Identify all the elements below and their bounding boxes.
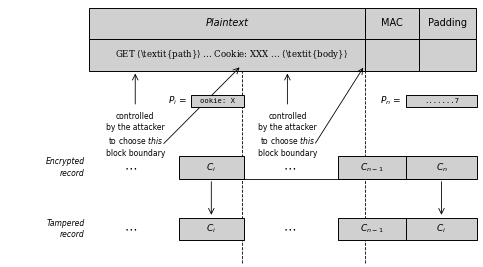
Text: $\cdots$: $\cdots$ bbox=[124, 222, 137, 235]
Bar bbox=[179, 156, 244, 179]
Text: controlled
by the attacker
to choose $\it{this}$
block boundary: controlled by the attacker to choose $\i… bbox=[258, 112, 317, 158]
Bar bbox=[419, 8, 476, 39]
Text: Encrypted
record: Encrypted record bbox=[45, 158, 85, 178]
Bar bbox=[406, 218, 477, 240]
Bar bbox=[406, 95, 477, 107]
Text: .......7: .......7 bbox=[424, 98, 459, 104]
Text: $C_{n-1}$: $C_{n-1}$ bbox=[360, 223, 384, 235]
Bar bbox=[179, 218, 244, 240]
Text: Tampered
record: Tampered record bbox=[46, 219, 85, 239]
Text: Padding: Padding bbox=[428, 18, 467, 28]
Bar bbox=[338, 156, 406, 179]
Bar bbox=[89, 8, 365, 39]
Bar bbox=[406, 156, 477, 179]
Text: $C_n$: $C_n$ bbox=[436, 161, 447, 174]
Text: $C_i$: $C_i$ bbox=[206, 223, 216, 235]
Text: Plaintext: Plaintext bbox=[205, 18, 249, 28]
Bar bbox=[191, 95, 244, 107]
Text: $\cdots$: $\cdots$ bbox=[283, 222, 297, 235]
Text: controlled
by the attacker
to choose $\it{this}$
block boundary: controlled by the attacker to choose $\i… bbox=[106, 112, 165, 158]
Text: $\cdots$: $\cdots$ bbox=[124, 161, 137, 174]
Text: GET $\langle$\textit{path}$\rangle$ ... Cookie: XXX ... $\langle$\textit{body}$\: GET $\langle$\textit{path}$\rangle$ ... … bbox=[115, 48, 348, 61]
Text: $P_n\,=$: $P_n\,=$ bbox=[381, 95, 402, 107]
Text: MAC: MAC bbox=[381, 18, 403, 28]
Bar bbox=[365, 39, 419, 71]
Text: $P_i\,=$: $P_i\,=$ bbox=[168, 95, 187, 107]
Bar bbox=[89, 39, 365, 71]
Text: $C_i$: $C_i$ bbox=[206, 161, 216, 174]
Text: $\cdots$: $\cdots$ bbox=[283, 161, 297, 174]
Text: $C_{n-1}$: $C_{n-1}$ bbox=[360, 161, 384, 174]
Bar bbox=[365, 8, 419, 39]
Bar bbox=[338, 218, 406, 240]
Text: $C_i$: $C_i$ bbox=[437, 223, 446, 235]
Bar bbox=[419, 39, 476, 71]
Text: ookie: X: ookie: X bbox=[200, 98, 235, 104]
